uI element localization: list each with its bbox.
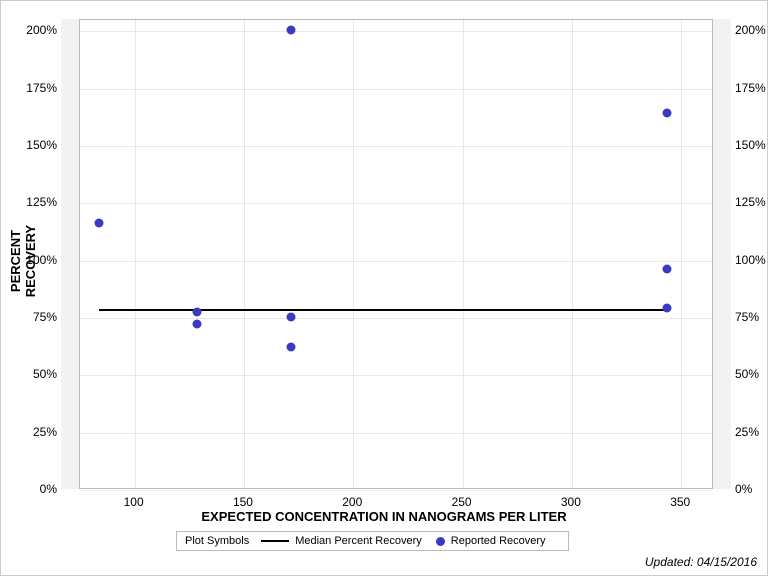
y-tick-label-right: 50% — [735, 367, 759, 381]
data-point — [287, 26, 296, 35]
y-tick-label-left: 100% — [1, 253, 57, 267]
gridline-h — [80, 89, 712, 90]
y-tick-label-left: 125% — [1, 195, 57, 209]
legend-line-icon — [261, 540, 289, 542]
y-tick-label-right: 100% — [735, 253, 766, 267]
y-tick-label-left: 0% — [1, 482, 57, 496]
data-point — [663, 264, 672, 273]
updated-footnote: Updated: 04/15/2016 — [645, 555, 757, 569]
gridline-h — [80, 375, 712, 376]
y-tick-label-left: 200% — [1, 23, 57, 37]
legend-item-reported: Reported Recovery — [436, 535, 546, 547]
chart-container: PERCENT RECOVERY EXPECTED CONCENTRATION … — [0, 0, 768, 576]
data-point — [663, 109, 672, 118]
gridline-h — [80, 31, 712, 32]
plot-area — [79, 19, 713, 489]
data-point — [193, 308, 202, 317]
legend-reported-label: Reported Recovery — [451, 535, 546, 547]
x-tick-label: 100 — [124, 495, 144, 509]
data-point — [94, 219, 103, 228]
gridline-h — [80, 261, 712, 262]
right-wall — [713, 19, 731, 489]
legend-dot-icon — [436, 537, 445, 546]
gridline-v — [244, 20, 245, 488]
y-tick-label-right: 25% — [735, 425, 759, 439]
y-tick-label-left: 75% — [1, 310, 57, 324]
gridline-h — [80, 318, 712, 319]
data-point — [193, 319, 202, 328]
gridline-v — [681, 20, 682, 488]
legend: Plot Symbols Median Percent Recovery Rep… — [176, 531, 569, 551]
gridline-h — [80, 146, 712, 147]
gridline-v — [572, 20, 573, 488]
y-tick-label-left: 150% — [1, 138, 57, 152]
legend-median-label: Median Percent Recovery — [295, 535, 422, 547]
data-point — [287, 342, 296, 351]
x-tick-label: 250 — [452, 495, 472, 509]
gridline-v — [353, 20, 354, 488]
legend-title: Plot Symbols — [185, 535, 249, 547]
x-axis-title: EXPECTED CONCENTRATION IN NANOGRAMS PER … — [1, 509, 767, 524]
data-point — [287, 313, 296, 322]
x-tick-label: 350 — [670, 495, 690, 509]
gridline-h — [80, 203, 712, 204]
y-tick-label-right: 150% — [735, 138, 766, 152]
y-tick-label-left: 50% — [1, 367, 57, 381]
legend-item-median: Median Percent Recovery — [261, 535, 422, 547]
y-tick-label-right: 175% — [735, 81, 766, 95]
left-wall — [61, 19, 79, 489]
x-tick-label: 150 — [233, 495, 253, 509]
y-tick-label-left: 25% — [1, 425, 57, 439]
gridline-v — [135, 20, 136, 488]
y-tick-label-right: 75% — [735, 310, 759, 324]
gridline-v — [463, 20, 464, 488]
y-tick-label-right: 200% — [735, 23, 766, 37]
y-tick-label-left: 175% — [1, 81, 57, 95]
median-line — [99, 309, 670, 311]
y-tick-label-right: 0% — [735, 482, 752, 496]
x-tick-label: 200 — [342, 495, 362, 509]
gridline-h — [80, 490, 712, 491]
x-tick-label: 300 — [561, 495, 581, 509]
y-tick-label-right: 125% — [735, 195, 766, 209]
gridline-h — [80, 433, 712, 434]
data-point — [663, 303, 672, 312]
